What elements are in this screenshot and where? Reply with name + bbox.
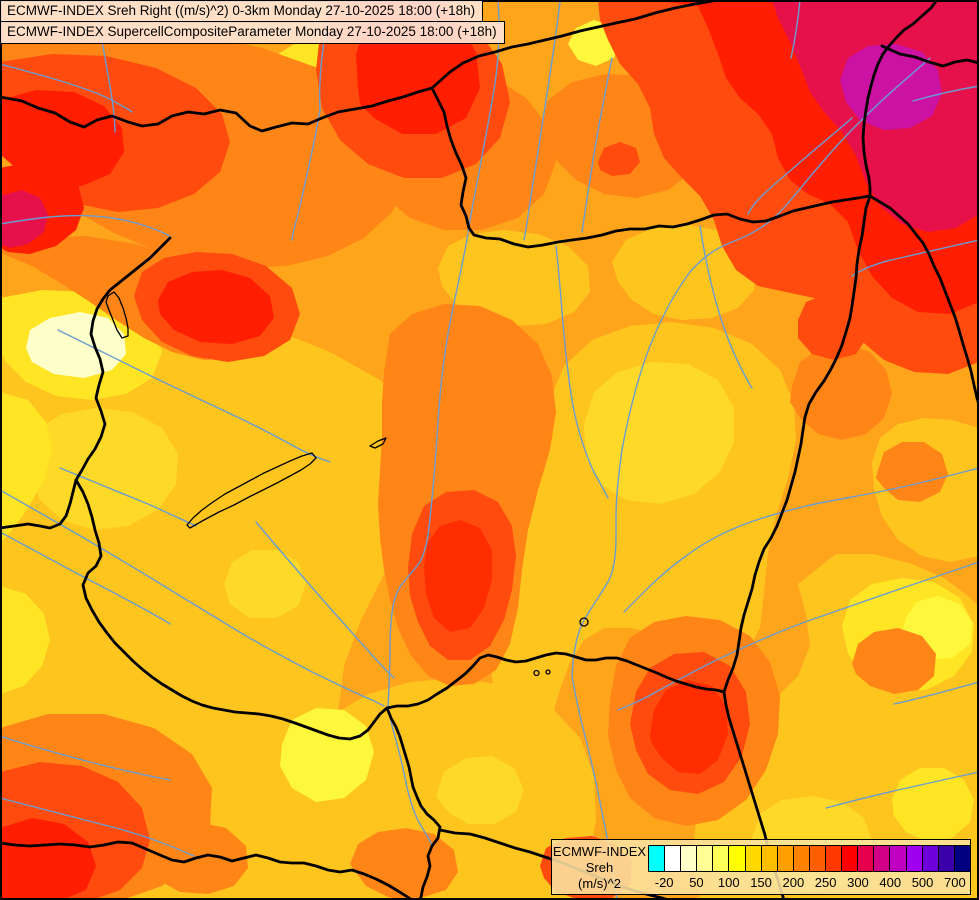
legend-color-cell: [760, 845, 778, 872]
legend-color-cell: [728, 845, 746, 872]
lakes: [105, 291, 589, 677]
legend-color-cell: [648, 845, 666, 872]
title-text-2: ECMWF-INDEX SupercellCompositeParameter …: [7, 24, 497, 39]
legend-tick-label: 300: [847, 875, 869, 890]
legend-color-cell: [841, 845, 859, 872]
lake-balaton-outline: [186, 452, 317, 529]
legend-tick-label: 500: [911, 875, 934, 890]
legend-tick-label: 100: [717, 875, 740, 890]
legend-color-cell: [744, 845, 762, 872]
legend-color-cell: [937, 845, 955, 872]
legend-tick-label: 200: [782, 875, 805, 890]
map-title-line1: ECMWF-INDEX Sreh Right ((m/s)^2) 0-3km M…: [0, 0, 484, 23]
legend-color-cell: [808, 845, 827, 872]
legend-color-cell: [873, 845, 891, 872]
legend-color-cell: [664, 845, 682, 872]
legend-color-cell: [889, 845, 907, 872]
legend-parameter: Sreh: [585, 860, 614, 875]
legend-color-cell: [953, 845, 971, 872]
legend-color-cell: [857, 845, 875, 872]
legend-color-cell: [921, 845, 939, 872]
legend-tick-label: 150: [750, 875, 772, 890]
lake-neusiedl-outline: [105, 291, 129, 339]
legend-color-cell: [792, 845, 810, 872]
title-text-1: ECMWF-INDEX Sreh Right ((m/s)^2) 0-3km M…: [7, 3, 476, 18]
map-title-line2: ECMWF-INDEX SupercellCompositeParameter …: [0, 21, 505, 44]
small-lake-outline: [545, 669, 551, 675]
legend-units: (m/s)^2: [578, 876, 621, 891]
legend-tick-label: -20: [654, 875, 674, 890]
legend-tick-label: 700: [943, 875, 966, 890]
lake-velence-outline: [369, 437, 387, 449]
small-lake-outline: [579, 617, 589, 627]
legend-ticks: -20 50 100 150 200 250 300 400 500 700: [648, 875, 971, 893]
legend-tick-label: 250: [814, 875, 837, 890]
legend-model-name: ECMWF-INDEX: [552, 844, 647, 859]
small-lake-outline: [533, 669, 540, 677]
color-scale-legend: ECMWF-INDEX Sreh (m/s)^2 -20 50 100 150 200 2…: [551, 839, 971, 895]
legend-color-cell: [696, 845, 714, 872]
legend-tick-label: 400: [879, 875, 902, 890]
legend-tick-label: 50: [689, 875, 704, 890]
legend-color-cell: [825, 845, 843, 872]
legend-color-cell: [712, 845, 730, 872]
legend-label: ECMWF-INDEX Sreh (m/s)^2: [552, 844, 647, 892]
legend-color-cell: [680, 845, 698, 872]
legend-color-cell: [776, 845, 794, 872]
legend-color-cell: [905, 845, 923, 872]
legend-colorbar: [648, 845, 971, 872]
